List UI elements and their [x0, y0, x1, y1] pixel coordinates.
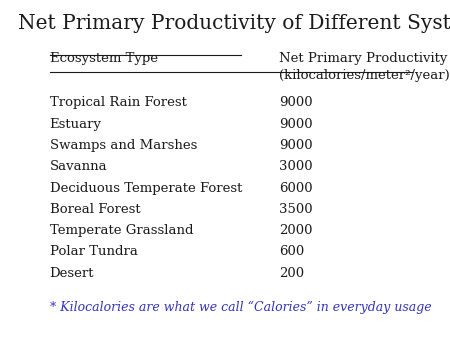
Text: Desert: Desert — [50, 267, 94, 280]
Text: Ecosystem Type: Ecosystem Type — [50, 52, 158, 65]
Text: Deciduous Temperate Forest: Deciduous Temperate Forest — [50, 182, 242, 194]
Text: 200: 200 — [279, 267, 304, 280]
Text: Temperate Grassland: Temperate Grassland — [50, 224, 193, 237]
Text: Net Primary Productivity of Different Systems: Net Primary Productivity of Different Sy… — [18, 14, 450, 32]
Text: 9000: 9000 — [279, 118, 313, 130]
Text: (kilocalories/meter²/year): (kilocalories/meter²/year) — [279, 69, 450, 82]
Text: Tropical Rain Forest: Tropical Rain Forest — [50, 96, 186, 109]
Text: 600: 600 — [279, 245, 304, 258]
Text: Swamps and Marshes: Swamps and Marshes — [50, 139, 197, 152]
Text: 9000: 9000 — [279, 96, 313, 109]
Text: 3500: 3500 — [279, 203, 313, 216]
Text: Polar Tundra: Polar Tundra — [50, 245, 137, 258]
Text: 6000: 6000 — [279, 182, 313, 194]
Text: 9000: 9000 — [279, 139, 313, 152]
Text: 3000: 3000 — [279, 160, 313, 173]
Text: Estuary: Estuary — [50, 118, 102, 130]
Text: 2000: 2000 — [279, 224, 312, 237]
Text: * Kilocalories are what we call “Calories” in everyday usage: * Kilocalories are what we call “Calorie… — [50, 301, 431, 314]
Text: Net Primary Productivity: Net Primary Productivity — [279, 52, 447, 65]
Text: Boreal Forest: Boreal Forest — [50, 203, 140, 216]
Text: Savanna: Savanna — [50, 160, 107, 173]
